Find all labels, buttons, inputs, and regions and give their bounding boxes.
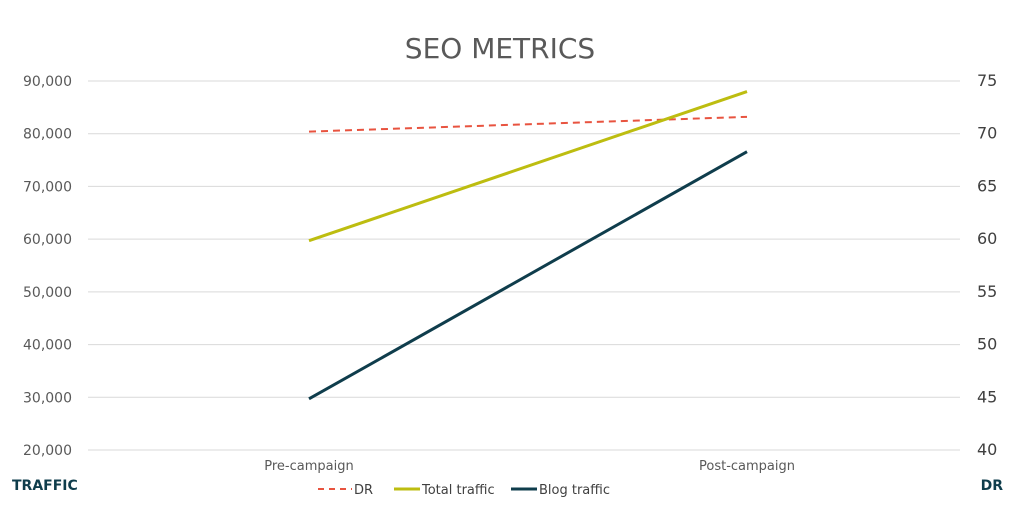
left-axis-ticks: 20,000 30,000 40,000 50,000 60,000 70,000 80,0… xyxy=(23,74,72,459)
legend-label: Total traffic xyxy=(421,483,495,498)
left-tick-label: 20,000 xyxy=(23,443,72,459)
gridlines xyxy=(88,80,960,451)
right-axis-title: DR xyxy=(981,478,1004,494)
left-tick-label: 30,000 xyxy=(23,390,72,406)
left-tick-label: 40,000 xyxy=(23,338,72,354)
right-tick-label: 70 xyxy=(977,124,997,143)
left-tick-label: 90,000 xyxy=(23,74,72,90)
category-label: Post-campaign xyxy=(699,459,795,474)
series-line-blog-traffic xyxy=(308,150,748,401)
right-tick-label: 45 xyxy=(977,387,997,406)
right-tick-label: 50 xyxy=(977,335,997,354)
series-line-dr xyxy=(308,115,748,133)
series-lines xyxy=(308,90,748,401)
right-tick-label: 60 xyxy=(977,229,997,248)
category-label: Pre-campaign xyxy=(264,459,353,474)
right-tick-label: 75 xyxy=(977,71,997,90)
category-labels: Pre-campaign Post-campaign xyxy=(264,459,795,474)
left-tick-label: 80,000 xyxy=(23,127,72,143)
right-tick-label: 65 xyxy=(977,176,997,195)
left-tick-label: 70,000 xyxy=(23,179,72,195)
right-tick-label: 55 xyxy=(977,282,997,301)
series-line-total-traffic xyxy=(308,90,748,243)
left-tick-label: 50,000 xyxy=(23,285,72,301)
right-axis-ticks: 40 45 50 55 60 65 70 75 xyxy=(977,71,997,459)
right-tick-label: 40 xyxy=(977,440,997,459)
left-axis-title: TRAFFIC xyxy=(12,478,78,494)
left-tick-label: 60,000 xyxy=(23,232,72,248)
legend: DR Total traffic Blog traffic xyxy=(318,483,610,498)
legend-label: DR xyxy=(354,483,373,498)
legend-label: Blog traffic xyxy=(539,483,610,498)
chart-title: SEO METRICS xyxy=(405,32,595,65)
